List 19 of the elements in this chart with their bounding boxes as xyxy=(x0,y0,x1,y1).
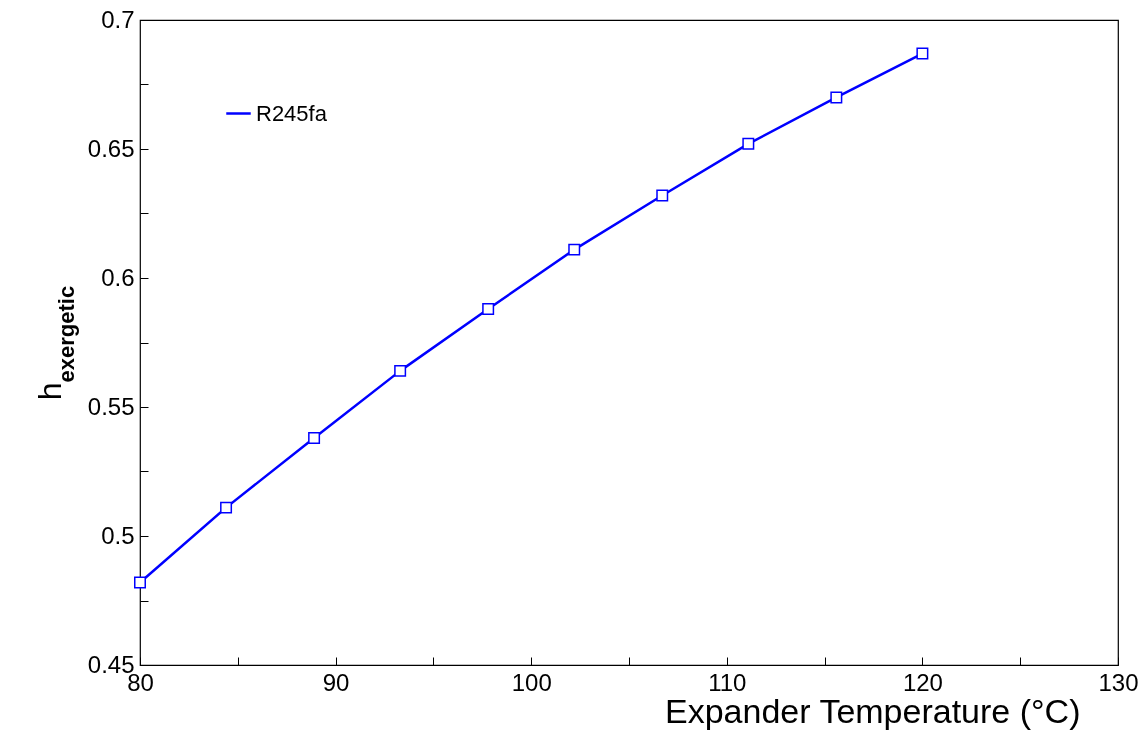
y-tick-label: 0.5 xyxy=(101,521,135,549)
point xyxy=(482,302,495,315)
x-tick-label: 90 xyxy=(322,668,350,696)
point xyxy=(742,137,755,150)
point xyxy=(916,47,929,60)
point xyxy=(394,364,407,377)
x-tick-label: 130 xyxy=(1098,668,1139,696)
point xyxy=(134,576,146,589)
point xyxy=(220,501,233,514)
legend-label: R245fa xyxy=(256,100,328,126)
y-tick-label: 0.7 xyxy=(101,5,135,33)
point xyxy=(568,243,581,256)
y-tick-label: 0.65 xyxy=(87,134,135,162)
y-tick-label: 0.6 xyxy=(101,263,135,291)
y-tick-label: 0.55 xyxy=(87,392,135,420)
point xyxy=(656,189,669,202)
point xyxy=(830,91,843,104)
x-tick-label: 100 xyxy=(511,668,552,696)
point xyxy=(308,431,321,444)
